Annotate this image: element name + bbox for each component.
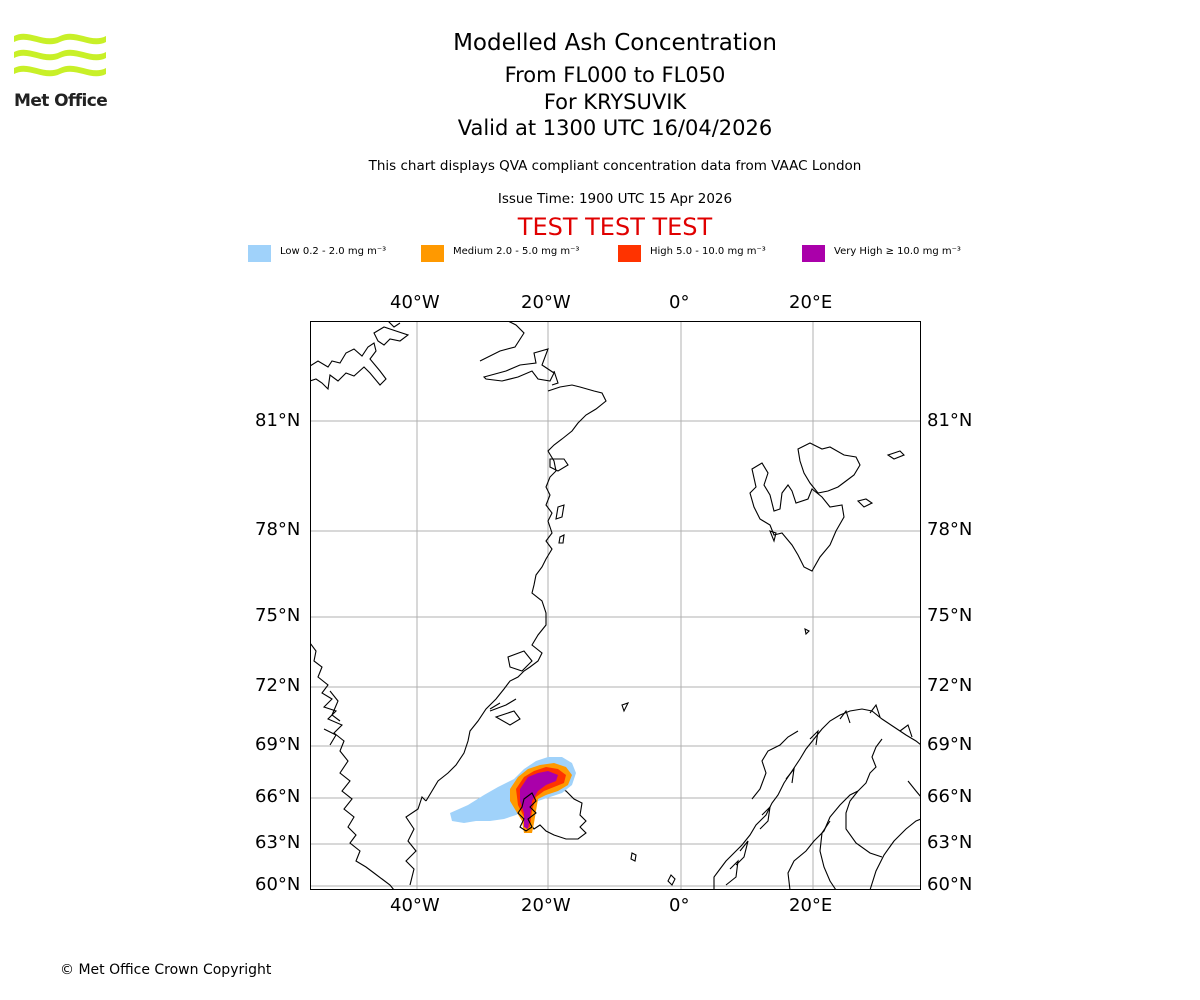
lon-label-top-20e: 20°E [789, 292, 833, 313]
ash-plume [450, 757, 576, 833]
legend-label-medium: Medium 2.0 - 5.0 mg m⁻³ [453, 246, 580, 257]
logo-text: Met Office [14, 91, 108, 111]
lat-label-right-60n: 60°N [927, 874, 973, 895]
lon-label-bottom-20e: 20°E [789, 895, 833, 916]
lat-label-right-75n: 75°N [927, 605, 973, 626]
met-office-waves-icon [14, 33, 106, 77]
met-office-logo: Met Office [14, 30, 110, 112]
lat-label-left-63n: 63°N [255, 832, 301, 853]
lat-label-left-81n: 81°N [255, 410, 301, 431]
valid-time: Valid at 1300 UTC 16/04/2026 [457, 116, 773, 140]
lat-label-right-69n: 69°N [927, 734, 973, 755]
lat-label-left-60n: 60°N [255, 874, 301, 895]
flight-levels: From FL000 to FL050 [504, 63, 726, 87]
legend-label-low: Low 0.2 - 2.0 mg m⁻³ [280, 246, 387, 257]
lon-label-bottom-0: 0° [669, 895, 690, 916]
lat-label-left-72n: 72°N [255, 675, 301, 696]
lat-label-right-63n: 63°N [927, 832, 973, 853]
chart-description: This chart displays QVA compliant concen… [368, 158, 862, 174]
lon-label-top-40w: 40°W [390, 292, 440, 313]
legend-label-very-high: Very High ≥ 10.0 mg m⁻³ [834, 246, 961, 257]
lat-label-right-66n: 66°N [927, 786, 973, 807]
map[interactable] [310, 321, 921, 890]
reykjanes-coast [517, 792, 537, 832]
test-banner: TEST TEST TEST [517, 213, 713, 241]
legend-label-high: High 5.0 - 10.0 mg m⁻³ [650, 246, 766, 257]
legend-swatch-very-high [802, 245, 825, 262]
lat-label-left-69n: 69°N [255, 734, 301, 755]
lon-label-bottom-40w: 40°W [390, 895, 440, 916]
lon-label-top-20w: 20°W [521, 292, 571, 313]
lon-label-bottom-20w: 20°W [521, 895, 571, 916]
legend-swatch-low [248, 245, 271, 262]
lat-label-right-72n: 72°N [927, 675, 973, 696]
lat-label-left-75n: 75°N [255, 605, 301, 626]
volcano-name: For KRYSUVIK [543, 90, 687, 114]
lat-label-left-78n: 78°N [255, 519, 301, 540]
lat-label-left-66n: 66°N [255, 786, 301, 807]
legend-swatch-medium [421, 245, 444, 262]
ash-very-high [520, 771, 558, 829]
chart-title: Modelled Ash Concentration [453, 30, 777, 56]
map-canvas[interactable] [310, 321, 921, 890]
lat-label-right-78n: 78°N [927, 519, 973, 540]
issue-time: Issue Time: 1900 UTC 15 Apr 2026 [497, 191, 733, 207]
copyright: © Met Office Crown Copyright [60, 962, 272, 978]
legend: Low 0.2 - 2.0 mg m⁻³ Medium 2.0 - 5.0 mg… [0, 244, 1200, 264]
lon-label-top-0: 0° [669, 292, 690, 313]
map-border [310, 321, 921, 890]
lat-label-right-81n: 81°N [927, 410, 973, 431]
legend-swatch-high [618, 245, 641, 262]
